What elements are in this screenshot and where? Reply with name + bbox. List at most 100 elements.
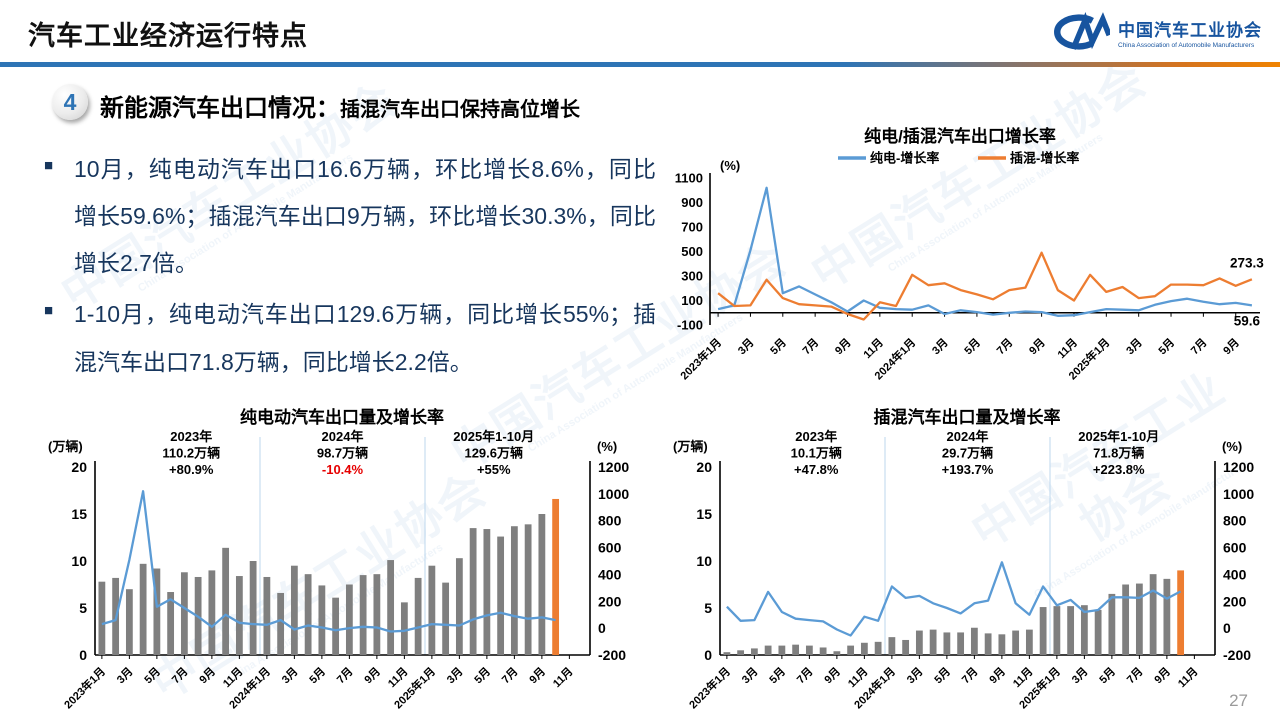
x-tick-label: 7月 xyxy=(1124,665,1145,686)
volume-bar xyxy=(778,645,786,655)
annotation-line: +193.7% xyxy=(942,462,994,477)
page-number: 27 xyxy=(1229,691,1248,710)
left-tick-label: 0 xyxy=(704,647,712,663)
x-tick-label: 9月 xyxy=(1152,665,1173,686)
annotation-line: 2025年1-10月 xyxy=(1078,429,1159,444)
volume-bar xyxy=(1122,584,1130,655)
x-tick-label: 9月 xyxy=(822,665,843,686)
volume-bar xyxy=(957,632,965,655)
volume-bar xyxy=(332,597,340,655)
annotation-line: +223.8% xyxy=(1093,462,1145,477)
section-heading: 新能源汽车出口情况：插混汽车出口保持高位增长 xyxy=(100,88,580,123)
volume-bar xyxy=(125,589,133,655)
volume-bar xyxy=(455,558,463,655)
left-axis-unit-label: (万辆) xyxy=(673,439,708,454)
x-tick-label: 3月 xyxy=(444,665,465,686)
x-tick-label: 9月 xyxy=(1026,336,1047,357)
volume-bar xyxy=(874,641,882,655)
volume-bar xyxy=(1163,578,1171,655)
annotation-line: +47.8% xyxy=(794,462,839,477)
volume-bar xyxy=(750,648,758,655)
right-tick-label: 200 xyxy=(1223,593,1247,609)
volume-bar xyxy=(1067,606,1075,655)
x-tick-label: 9月 xyxy=(832,336,853,357)
volume-bar xyxy=(819,647,827,655)
annotation-line: 2025年1-10月 xyxy=(453,429,534,444)
left-tick-label: 15 xyxy=(71,506,87,522)
annotation-line: -10.4% xyxy=(322,462,364,477)
y-tick-label: 500 xyxy=(681,244,703,259)
x-tick-label: 5月 xyxy=(1156,336,1177,357)
annotation-line: +55% xyxy=(477,462,511,477)
caam-logo-icon xyxy=(1054,12,1110,50)
caam-logo-text: 中国汽车工业协会 China Association of Automobile… xyxy=(1118,16,1262,49)
chart-bev-export-volume: 纯电动汽车出口量及增长率 2023年 110.2万辆 +80.9% 2024年 98.7万… xyxy=(30,405,655,719)
x-tick-label: 3月 xyxy=(1069,665,1090,686)
right-tick-label: -200 xyxy=(1223,647,1251,663)
volume-bar xyxy=(552,498,560,655)
volume-bar xyxy=(263,576,271,655)
volume-bar xyxy=(723,652,731,655)
annotation-line: 129.6万辆 xyxy=(464,446,523,461)
volume-bar xyxy=(180,572,188,655)
volume-bar xyxy=(222,547,230,655)
right-tick-label: 600 xyxy=(1223,540,1247,556)
x-tick-label: 5月 xyxy=(962,336,983,357)
volume-bar xyxy=(847,645,855,655)
right-tick-label: -200 xyxy=(598,647,626,663)
x-tick-label: 7月 xyxy=(959,665,980,686)
volume-bar xyxy=(387,560,395,655)
x-tick-label: 5月 xyxy=(768,336,789,357)
volume-bar xyxy=(442,582,450,655)
bullet-item: ■ 10月，纯电动汽车出口16.6万辆，环比增长8.6%，同比增长59.6%；插… xyxy=(44,146,656,287)
summary-text: ■ 10月，纯电动汽车出口16.6万辆，环比增长8.6%，同比增长59.6%；插… xyxy=(44,146,656,390)
right-tick-label: 400 xyxy=(598,566,622,582)
volume-bar xyxy=(1108,593,1116,655)
x-tick-label: 9月 xyxy=(987,665,1008,686)
volume-bar xyxy=(249,561,257,655)
left-tick-label: 20 xyxy=(71,459,87,475)
x-tick-label: 7月 xyxy=(169,665,190,686)
x-tick-label: 5月 xyxy=(142,665,163,686)
annotation-line: 110.2万辆 xyxy=(162,446,220,461)
bullet-item: ■ 1-10月，纯电动汽车出口129.6万辆，同比增长55%；插混汽车出口71.… xyxy=(44,291,656,385)
volume-bar xyxy=(318,585,326,655)
volume-bar xyxy=(943,632,951,655)
left-tick-label: 20 xyxy=(696,459,712,475)
chart-canvas: 纯电动汽车出口量及增长率 2023年 110.2万辆+80.9% 2024年 98.7万… xyxy=(48,407,629,711)
volume-bar xyxy=(153,568,161,655)
volume-bar xyxy=(469,528,477,655)
right-tick-label: 1000 xyxy=(1223,486,1254,502)
bullet-text: 10月，纯电动汽车出口16.6万辆，环比增长8.6%，同比增长59.6%；插混汽… xyxy=(74,156,656,277)
volume-bar xyxy=(888,637,896,655)
volume-bar xyxy=(902,639,910,655)
right-tick-label: 400 xyxy=(1223,566,1247,582)
volume-bar xyxy=(1177,570,1185,655)
volume-bar xyxy=(970,627,978,655)
header-divider xyxy=(0,62,1280,67)
volume-bar xyxy=(984,633,992,655)
left-tick-label: 0 xyxy=(79,647,87,663)
growth-line xyxy=(101,490,556,633)
volume-bar xyxy=(737,650,745,655)
right-tick-label: 1200 xyxy=(598,459,629,475)
annotation-line: 2023年 xyxy=(795,429,837,444)
caam-logo-en: China Association of Automobile Manufact… xyxy=(1118,41,1255,49)
x-tick-label: 7月 xyxy=(499,665,520,686)
volume-bar xyxy=(510,526,518,655)
x-tick-label: 3月 xyxy=(279,665,300,686)
volume-bar xyxy=(139,563,147,655)
x-tick-label: 7月 xyxy=(794,665,815,686)
right-tick-label: 800 xyxy=(1223,513,1247,529)
chart-phev-export-volume: 插混汽车出口量及增长率 2023年 10.1万辆 +47.8% 2024年 29.7万辆 +… xyxy=(655,405,1280,719)
y-tick-label: 300 xyxy=(681,269,703,284)
volume-bar xyxy=(1025,629,1033,655)
x-tick-label: 7月 xyxy=(1188,336,1209,357)
x-tick-label: 5月 xyxy=(472,665,493,686)
right-tick-label: 0 xyxy=(598,620,606,636)
volume-bar xyxy=(304,574,312,655)
section-number-badge: 4 xyxy=(52,84,88,120)
volume-bar xyxy=(414,577,422,655)
chart-growth-rate-comparison: 纯电/插混汽车出口增长率 纯电-增长率 插混-增长率 (%) -100 100 300 500… xyxy=(655,120,1280,405)
annotation-line: 2024年 xyxy=(947,429,989,444)
